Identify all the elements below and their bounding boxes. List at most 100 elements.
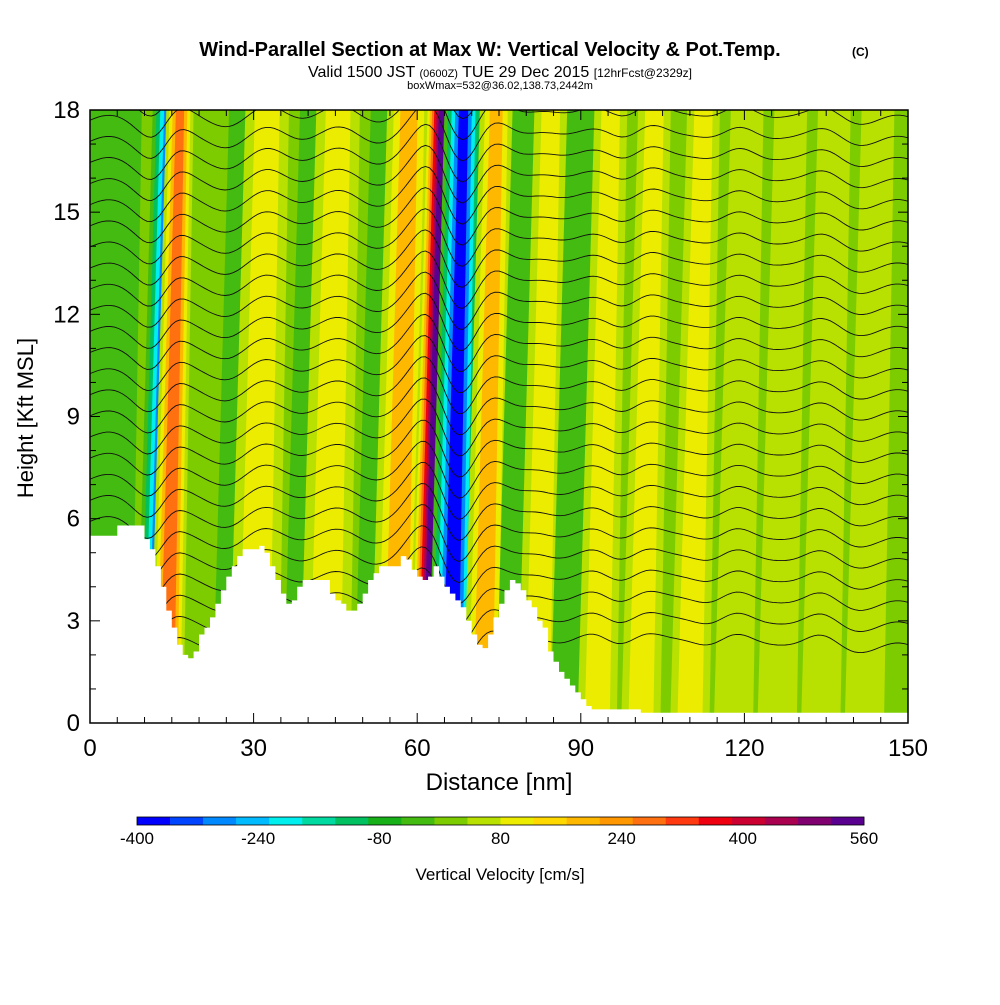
colorbar-swatch — [401, 817, 435, 825]
colorbar-label: Vertical Velocity [cm/s] — [415, 865, 584, 884]
isentrope-line — [90, 335, 908, 394]
x-axis: 0 30 60 90 120 150 — [83, 110, 928, 762]
isentrope-line — [90, 250, 908, 309]
x-axis-label: Distance [nm] — [426, 769, 573, 796]
colorbar-swatch — [368, 817, 402, 825]
colorbar-swatch — [665, 817, 700, 825]
colorbar-swatch — [467, 817, 501, 825]
x-tick-label: 60 — [404, 735, 431, 762]
x-tick-label: 90 — [567, 735, 594, 762]
w-contour-band — [628, 110, 664, 723]
w-contour-band — [584, 110, 620, 723]
terrain-mask — [90, 525, 908, 723]
y-tick-label: 6 — [67, 506, 80, 533]
chart-title: Wind-Parallel Section at Max W: Vertical… — [199, 39, 780, 61]
colorbar-swatch — [566, 817, 600, 825]
isentrope-line — [90, 110, 908, 141]
isentrope-line — [90, 229, 908, 288]
w-cell — [713, 110, 764, 723]
w-contour-band — [801, 110, 851, 723]
chart-subtitle: Valid 1500 JST (0600Z) TUE 29 Dec 2015 [… — [308, 64, 692, 81]
plot-area — [90, 110, 908, 723]
colorbar-swatch — [764, 817, 799, 825]
colorbar-swatch — [500, 817, 534, 825]
box-info: boxWmax=532@36.02,138.73,2442m — [407, 80, 593, 92]
colorbar-swatch — [632, 817, 667, 825]
w-contour-band — [713, 110, 764, 723]
colorbar-swatch — [203, 817, 237, 825]
colorbar-swatch — [434, 817, 468, 825]
colorbar-swatch — [797, 817, 832, 825]
colorbar-tick-label: -80 — [367, 829, 392, 848]
w-contour-band — [442, 110, 469, 723]
colorbar-swatch — [698, 817, 733, 825]
isentrope-line — [90, 313, 908, 372]
colorbar-swatch — [170, 817, 204, 825]
w-cell — [299, 110, 360, 723]
colorbar-swatch — [236, 817, 270, 825]
isentrope-line — [90, 440, 908, 499]
w-contour-band — [421, 110, 445, 723]
y-tick-label: 15 — [53, 199, 80, 226]
isentrope-line — [90, 504, 908, 562]
valid-utc: (0600Z) — [419, 68, 458, 80]
w-cell — [670, 110, 720, 723]
isentrope-line — [90, 123, 908, 183]
y-tick-label: 18 — [53, 97, 80, 124]
colorbar-swatch — [599, 817, 633, 825]
colorbar-tick-label: -240 — [241, 829, 275, 848]
isentrope-line — [90, 483, 908, 541]
w-cell — [577, 110, 628, 723]
w-contour-band — [308, 110, 351, 723]
colorbar-tick-label: 560 — [850, 829, 878, 848]
colorbar-tick-label: 240 — [607, 829, 635, 848]
colorbar-tick-label: 400 — [729, 829, 757, 848]
isentrope-line — [90, 271, 908, 330]
colorbar-tick-label: 80 — [491, 829, 510, 848]
isentrope-line — [90, 187, 908, 246]
w-cell — [844, 110, 895, 723]
isentrope-line — [90, 166, 908, 225]
w-contour-band — [472, 110, 503, 723]
y-axis: 0 3 6 9 12 15 18 — [53, 97, 908, 737]
isentrope-line — [90, 356, 908, 415]
isentrope-line — [90, 110, 908, 162]
colorbar-swatch — [269, 817, 303, 825]
w-cell — [801, 110, 851, 723]
colorbar-swatch — [302, 817, 336, 825]
w-contour-band — [524, 110, 561, 723]
colorbar-swatch — [830, 817, 865, 825]
w-cell — [621, 110, 671, 723]
w-contour-band — [844, 110, 895, 723]
x-tick-label: 150 — [888, 735, 928, 762]
colorbar-frame — [136, 816, 865, 826]
isentrope-line — [90, 525, 908, 583]
x-tick-label: 30 — [240, 735, 267, 762]
chart-title-mark: (C) — [852, 45, 869, 59]
w-contour-band — [159, 110, 185, 723]
y-axis-label: Height [Kft MSL] — [13, 338, 38, 498]
y-tick-label: 9 — [67, 404, 80, 431]
colorbar-swatch — [335, 817, 369, 825]
y-tick-label: 3 — [67, 608, 80, 635]
valid-date: TUE 29 Dec 2015 — [462, 64, 589, 81]
colorbar-swatch — [533, 817, 567, 825]
isentrope-line — [90, 419, 908, 478]
isentrope-line — [90, 292, 908, 351]
x-tick-label: 0 — [83, 735, 96, 762]
isentrope-line — [90, 144, 908, 204]
isentrope-line — [90, 461, 908, 520]
x-tick-label: 120 — [724, 735, 764, 762]
colorbar: -400 -240 -80 80 240 400 560 — [120, 816, 878, 848]
colorbar-tick-label: -400 — [120, 829, 154, 848]
forecast-info: [12hrFcst@2329z] — [594, 66, 692, 80]
y-tick-label: 12 — [53, 301, 80, 328]
y-tick-label: 0 — [67, 710, 80, 737]
isentrope-line — [90, 398, 908, 457]
colorbar-swatch — [731, 817, 766, 825]
isentrope-line — [90, 208, 908, 267]
valid-prefix: Valid 1500 JST — [308, 64, 416, 81]
isentrope-line — [90, 377, 908, 436]
